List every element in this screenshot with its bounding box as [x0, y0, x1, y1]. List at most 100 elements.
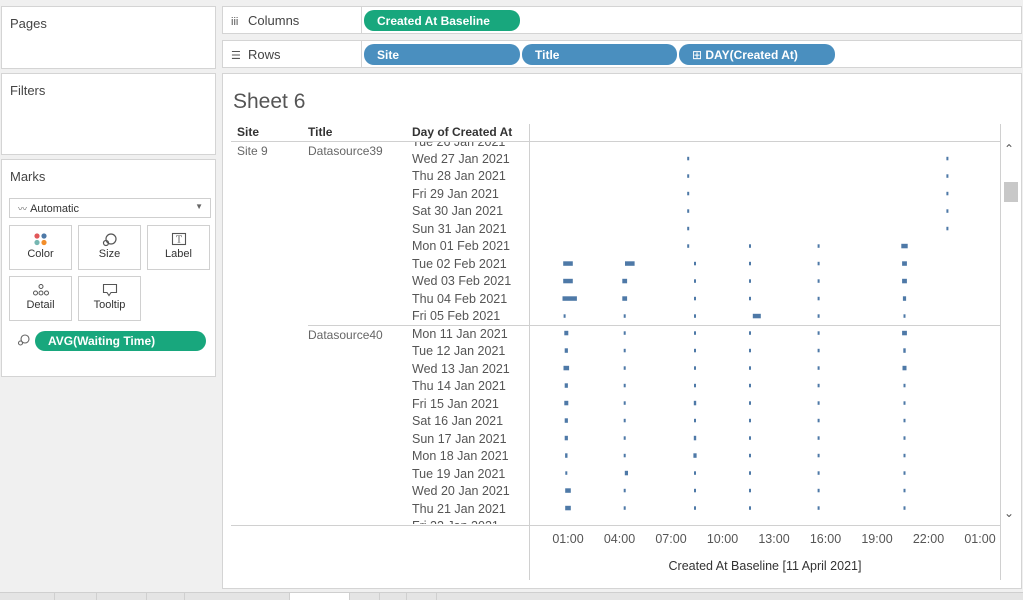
data-mark[interactable] [903, 436, 906, 440]
columns-pill-created-at-baseline[interactable]: Created At Baseline [364, 10, 520, 31]
data-mark[interactable] [693, 400, 697, 406]
data-mark[interactable] [902, 330, 907, 336]
sheet-tab-active[interactable] [290, 593, 350, 600]
data-mark[interactable] [694, 261, 696, 266]
scrollbar-thumb[interactable] [1004, 182, 1018, 202]
data-mark[interactable] [623, 436, 626, 440]
pages-card[interactable]: Pages [1, 6, 216, 69]
data-mark[interactable] [623, 383, 626, 388]
data-mark[interactable] [749, 331, 751, 335]
data-mark[interactable] [817, 279, 820, 283]
data-mark[interactable] [564, 330, 569, 336]
data-mark[interactable] [623, 418, 626, 423]
data-mark[interactable] [902, 296, 907, 301]
data-mark[interactable] [752, 313, 761, 319]
data-mark[interactable] [564, 383, 568, 388]
sheet-tab[interactable] [147, 593, 185, 600]
filters-card[interactable]: Filters [1, 73, 216, 155]
data-mark[interactable] [749, 261, 751, 266]
sheet-tab[interactable] [407, 593, 437, 600]
scroll-up-icon[interactable]: ⌃ [1004, 142, 1015, 156]
data-mark[interactable] [694, 348, 696, 353]
data-mark[interactable] [903, 453, 906, 458]
sheet-tab[interactable] [380, 593, 407, 600]
data-mark[interactable] [694, 331, 696, 335]
data-mark[interactable] [749, 383, 751, 388]
data-mark[interactable] [749, 366, 751, 370]
data-mark[interactable] [817, 366, 820, 370]
sheet-tab[interactable] [185, 593, 290, 600]
data-mark[interactable] [946, 209, 949, 213]
data-mark[interactable] [749, 296, 751, 301]
data-mark[interactable] [623, 331, 626, 335]
mark-type-dropdown[interactable]: 〰 Automatic ▼ [9, 198, 211, 218]
data-mark[interactable] [903, 383, 906, 388]
data-mark[interactable] [563, 261, 573, 266]
data-mark[interactable] [749, 488, 751, 493]
data-mark[interactable] [693, 453, 697, 458]
data-mark[interactable] [817, 453, 820, 458]
data-mark[interactable] [694, 366, 696, 370]
data-mark[interactable] [902, 278, 907, 284]
data-mark[interactable] [565, 488, 571, 493]
data-mark[interactable] [623, 366, 626, 370]
scroll-down-icon[interactable]: ⌄ [1004, 506, 1015, 520]
data-mark[interactable] [694, 506, 696, 510]
data-mark[interactable] [622, 296, 628, 301]
data-mark[interactable] [563, 365, 570, 371]
data-mark[interactable] [817, 436, 820, 440]
sheet-tab[interactable] [55, 593, 97, 600]
data-mark[interactable] [903, 348, 906, 353]
data-mark[interactable] [687, 209, 690, 213]
data-mark[interactable] [946, 191, 949, 196]
data-mark[interactable] [687, 191, 690, 196]
scatter-plot-area[interactable] [530, 144, 1000, 524]
data-mark[interactable] [946, 156, 949, 161]
data-mark[interactable] [693, 435, 697, 441]
data-mark[interactable] [563, 314, 566, 318]
data-mark[interactable] [749, 401, 751, 405]
data-mark[interactable] [564, 348, 568, 353]
data-mark[interactable] [817, 383, 820, 388]
data-mark[interactable] [694, 471, 696, 475]
data-mark[interactable] [903, 401, 906, 405]
data-mark[interactable] [817, 401, 820, 405]
data-mark[interactable] [694, 296, 696, 301]
data-mark[interactable] [564, 400, 569, 406]
data-mark[interactable] [903, 418, 906, 423]
data-mark[interactable] [565, 505, 571, 511]
data-mark[interactable] [902, 365, 907, 371]
data-mark[interactable] [687, 156, 690, 161]
color-button[interactable]: Color [9, 225, 72, 270]
data-mark[interactable] [687, 226, 690, 231]
data-mark[interactable] [903, 506, 906, 510]
data-mark[interactable] [749, 506, 751, 510]
data-mark[interactable] [687, 244, 690, 248]
data-mark[interactable] [565, 453, 568, 458]
data-mark[interactable] [687, 174, 690, 178]
data-mark[interactable] [749, 348, 751, 353]
rows-pill-site[interactable]: Site [364, 44, 520, 65]
rows-shelf[interactable]: ☰ Rows Site Title ⊞ DAY(Created At) [222, 40, 1022, 68]
data-mark[interactable] [749, 453, 751, 458]
data-mark[interactable] [817, 488, 820, 493]
data-mark[interactable] [694, 314, 696, 318]
detail-button[interactable]: Detail [9, 276, 72, 321]
data-mark[interactable] [623, 488, 626, 493]
data-mark[interactable] [946, 226, 949, 231]
data-mark[interactable] [564, 435, 568, 441]
data-mark[interactable] [903, 314, 906, 318]
data-mark[interactable] [749, 436, 751, 440]
rows-pill-title[interactable]: Title [522, 44, 677, 65]
data-mark[interactable] [623, 348, 626, 353]
data-mark[interactable] [902, 261, 907, 266]
data-mark[interactable] [817, 314, 820, 318]
sheet-tab[interactable] [0, 593, 55, 600]
data-mark[interactable] [901, 243, 908, 249]
data-mark[interactable] [623, 506, 626, 510]
data-mark[interactable] [749, 244, 751, 248]
data-mark[interactable] [749, 471, 751, 475]
data-mark[interactable] [817, 261, 820, 266]
data-mark[interactable] [624, 470, 628, 476]
data-mark[interactable] [817, 296, 820, 301]
